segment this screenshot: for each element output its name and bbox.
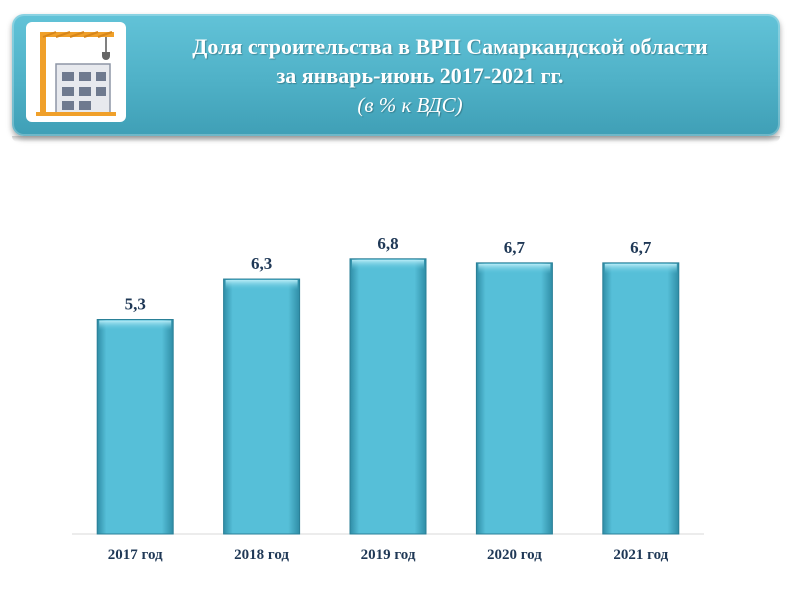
value-label-2: 6,8: [377, 234, 398, 253]
category-label-1: 2018 год: [234, 547, 289, 563]
bar-1: [223, 278, 301, 535]
value-label-4: 6,7: [630, 238, 652, 257]
title-banner: [12, 14, 780, 142]
category-label-2: 2019 год: [361, 547, 416, 563]
bar-3: [475, 262, 553, 535]
bar-highlight-0: [99, 320, 172, 331]
chart-title-line2: за январь-июнь 2017-2021 гг.: [276, 63, 564, 88]
category-label-3: 2020 год: [487, 547, 542, 563]
bar-2: [349, 258, 427, 535]
category-label-0: 2017 год: [108, 547, 163, 563]
bar-4: [602, 262, 680, 535]
category-label-4: 2021 год: [613, 547, 668, 563]
value-label-1: 6,3: [251, 254, 272, 273]
bar-highlight-3: [478, 263, 551, 274]
bar-highlight-1: [225, 280, 298, 291]
construction-crane-icon: [26, 22, 126, 122]
chart-title-line1: Доля строительства в ВРП Самаркандской о…: [192, 34, 708, 59]
bar-highlight-2: [352, 259, 424, 270]
value-label-3: 6,7: [504, 238, 526, 257]
bar-highlight-4: [604, 263, 677, 274]
bar-0: [96, 319, 174, 535]
chart-subtitle: (в % к ВДС): [357, 93, 463, 117]
value-label-0: 5,3: [125, 295, 146, 314]
